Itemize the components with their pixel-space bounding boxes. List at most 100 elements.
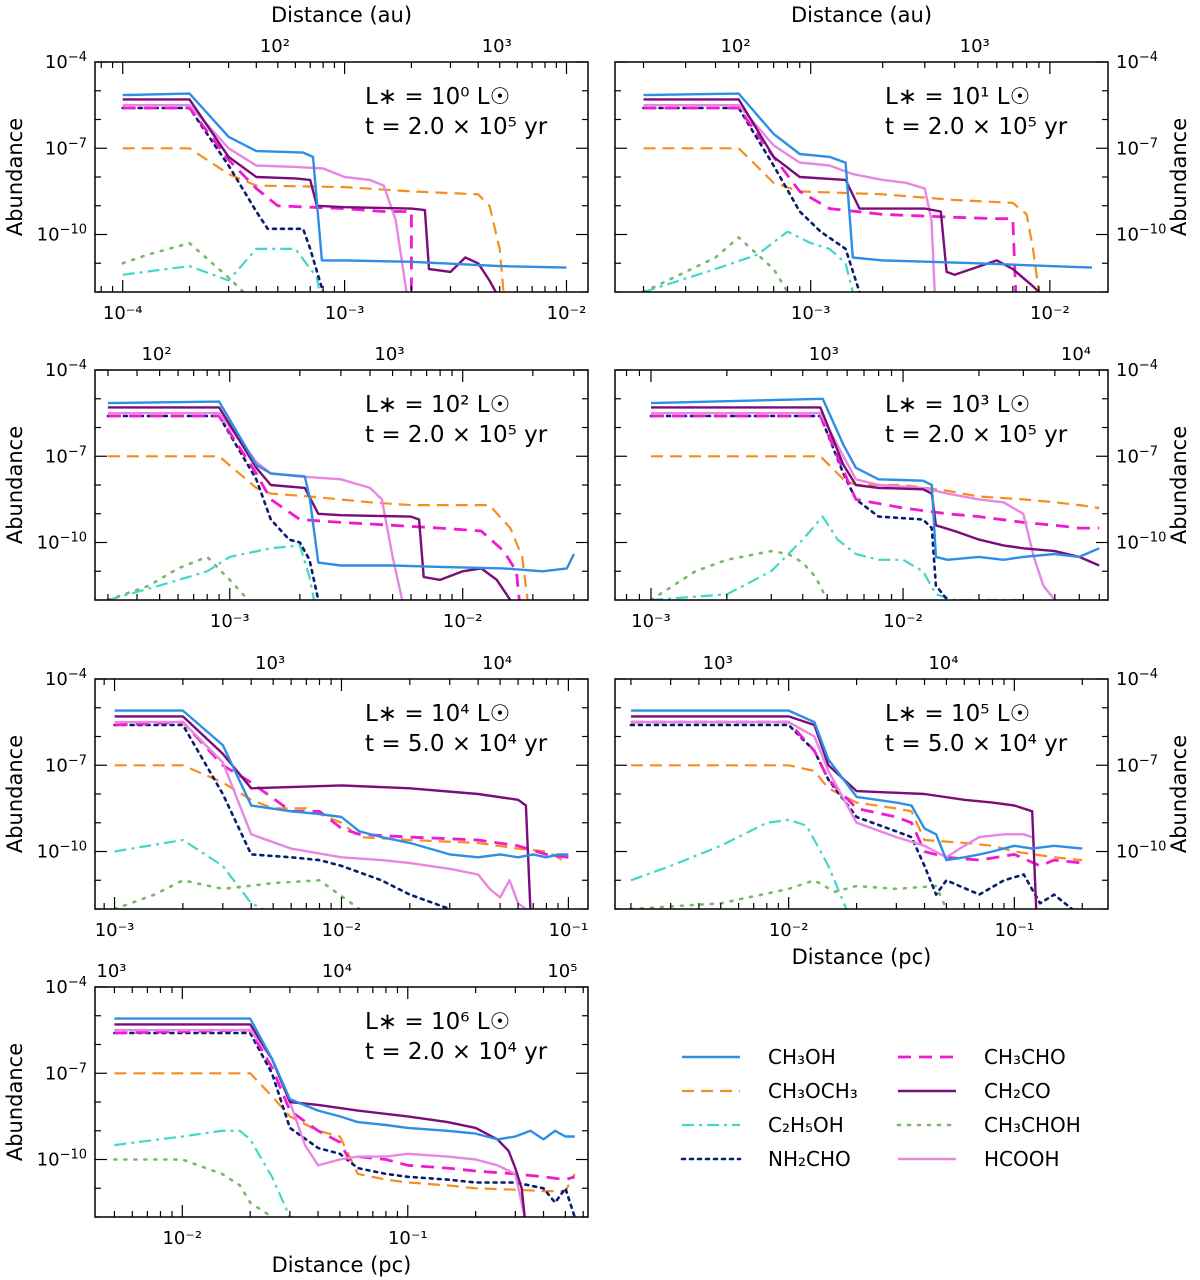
series-group: [113, 709, 569, 909]
y-tick-label: 10−7: [45, 1061, 87, 1085]
top-x-tick-label: 10³: [960, 36, 990, 57]
legend-item-CH3OH: CH₃OH: [682, 1045, 836, 1069]
y-axis-title: Abundance: [1167, 426, 1191, 544]
luminosity-label: L∗ = 10⁵ L☉: [885, 701, 1030, 727]
legend-item-CH3CHOH: CH₃CHOH: [896, 1113, 1081, 1137]
panels: 10−10 10−7 10−4 10⁻⁴ 10⁻³ 10⁻² 10² 10³ Distance …: [3, 3, 1191, 1277]
series-C2H5OH: [643, 230, 854, 292]
legend-item-CH3OCH3: CH₃OCH₃: [682, 1079, 858, 1103]
time-label: t = 2.0 × 10⁵ yr: [365, 114, 548, 140]
x-tick-label: 10⁻³: [791, 303, 831, 324]
top-x-tick-label: 10⁴: [482, 653, 512, 674]
panel-L1e4: 10−10 10−7 10−4 10⁻³ 10⁻² 10⁻¹ 10³ 10⁴ Abundance…: [3, 653, 589, 941]
legend-item-NH2CHO: NH₂CHO: [680, 1147, 851, 1171]
y-tick-label: 10−7: [45, 753, 87, 777]
top-x-axis-title: Distance (au): [271, 3, 412, 27]
legend: CH₃OH CH₃OCH₃ C₂H₅OH NH₂CHO CH₃CHO CH₂CO CH₃CH…: [680, 1045, 1081, 1171]
luminosity-label: L∗ = 10⁶ L☉: [365, 1009, 510, 1035]
time-label: t = 5.0 × 10⁴ yr: [365, 731, 548, 757]
top-x-tick-label: 10⁴: [322, 961, 352, 982]
y-tick-label: 10−7: [45, 444, 87, 468]
y-tick-label: 10−10: [1116, 222, 1166, 246]
y-tick-label: 10−7: [1116, 136, 1158, 160]
series-CH3CHO: [643, 106, 1018, 292]
x-tick-label: 10⁻²: [322, 920, 362, 941]
series-HCOOH: [122, 103, 408, 292]
y-tick-label: 10−7: [45, 136, 87, 160]
y-tick-label: 10−4: [45, 358, 87, 382]
series-C2H5OH: [107, 544, 316, 600]
series-CH3CHO: [651, 414, 1100, 530]
series-CH3OH: [650, 397, 1100, 561]
series-CH3OCH3: [651, 455, 1100, 510]
panel-L1e1: 10−10 10−7 10−4 10⁻³ 10⁻² 10² 10³ Distance (au)…: [614, 3, 1191, 324]
series-NH2CHO: [121, 106, 325, 292]
y-tick-label: 10−10: [37, 1147, 87, 1171]
series-CH2CO: [643, 98, 1040, 292]
panel-L1e6: 10−10 10−7 10−4 10⁻² 10⁻¹ 10³ 10⁴ 10⁵ Distance (…: [3, 961, 589, 1277]
x-tick-label: 10⁻¹: [995, 920, 1035, 941]
y-tick-label: 10−4: [45, 50, 87, 74]
series-CH2CO: [122, 98, 497, 292]
series-CH2CO: [651, 406, 1100, 567]
series-NH2CHO: [113, 723, 451, 909]
series-CH3CHO: [122, 106, 413, 292]
time-label: t = 2.0 × 10⁵ yr: [365, 422, 548, 448]
x-axis-title: Distance (pc): [792, 945, 932, 969]
series-CH3OCH3: [114, 764, 569, 864]
series-group: [113, 1017, 576, 1217]
series-CH3OH: [114, 1017, 575, 1141]
legend-label: C₂H₅OH: [768, 1113, 844, 1137]
y-tick-label: 10−10: [37, 222, 87, 246]
legend-item-CH3CHO: CH₃CHO: [898, 1045, 1066, 1069]
panel-L1e0: 10−10 10−7 10−4 10⁻⁴ 10⁻³ 10⁻² 10² 10³ Distance …: [3, 3, 589, 324]
time-label: t = 2.0 × 10⁴ yr: [365, 1039, 548, 1065]
y-tick-label: 10−4: [1116, 50, 1158, 74]
x-tick-label: 10⁻²: [162, 1228, 202, 1249]
series-CH3CHOH: [113, 879, 361, 909]
series-CH3OCH3: [122, 147, 505, 292]
y-axis-title: Abundance: [3, 735, 27, 853]
y-tick-label: 10−10: [37, 530, 87, 554]
x-tick-label: 10⁻³: [631, 611, 671, 632]
y-tick-label: 10−10: [37, 839, 87, 863]
legend-label: HCOOH: [984, 1147, 1060, 1171]
legend-label: CH₃CHO: [984, 1045, 1066, 1069]
x-tick-label: 10⁻²: [769, 920, 809, 941]
series-CH3OCH3: [630, 764, 1083, 862]
legend-label: CH₃CHOH: [984, 1113, 1081, 1137]
series-NH2CHO: [113, 1031, 576, 1217]
time-label: t = 2.0 × 10⁵ yr: [885, 422, 1068, 448]
top-x-tick-label: 10³: [703, 653, 733, 674]
luminosity-label: L∗ = 10⁴ L☉: [365, 701, 510, 727]
series-CH3OH: [630, 709, 1083, 862]
legend-label: NH₂CHO: [768, 1147, 851, 1171]
x-tick-label: 10⁻²: [547, 303, 587, 324]
series-CH3CHO: [630, 720, 1083, 868]
x-tick-label: 10⁻³: [325, 303, 365, 324]
y-axis-title: Abundance: [3, 118, 27, 236]
panel-L1e3: 10−10 10−7 10−4 10⁻³ 10⁻² 10³ 10⁴ Abundance L∗ =…: [614, 344, 1191, 632]
legend-item-HCOOH: HCOOH: [898, 1147, 1060, 1171]
y-tick-label: 10−4: [45, 667, 87, 691]
y-tick-label: 10−7: [1116, 753, 1158, 777]
legend-label: CH₂CO: [984, 1079, 1051, 1103]
y-axis-title: Abundance: [3, 426, 27, 544]
x-tick-label: 10⁻²: [883, 611, 923, 632]
x-tick-label: 10⁻²: [1030, 303, 1070, 324]
top-x-tick-label: 10⁴: [928, 653, 958, 674]
top-x-tick-label: 10⁴: [1061, 344, 1091, 365]
top-x-axis-title: Distance (au): [791, 3, 932, 27]
series-CH3CHO: [114, 1028, 576, 1181]
series-CH3CHOH: [121, 241, 245, 292]
y-axis-title: Abundance: [1167, 735, 1191, 853]
y-tick-label: 10−4: [45, 975, 87, 999]
y-tick-label: 10−10: [1116, 839, 1166, 863]
series-HCOOH: [107, 411, 404, 600]
series-CH3CHOH: [113, 1158, 274, 1217]
luminosity-label: L∗ = 10² L☉: [365, 392, 510, 418]
top-x-tick-label: 10³: [255, 653, 285, 674]
legend-item-CH2CO: CH₂CO: [898, 1079, 1051, 1103]
time-label: t = 5.0 × 10⁴ yr: [885, 731, 1068, 757]
